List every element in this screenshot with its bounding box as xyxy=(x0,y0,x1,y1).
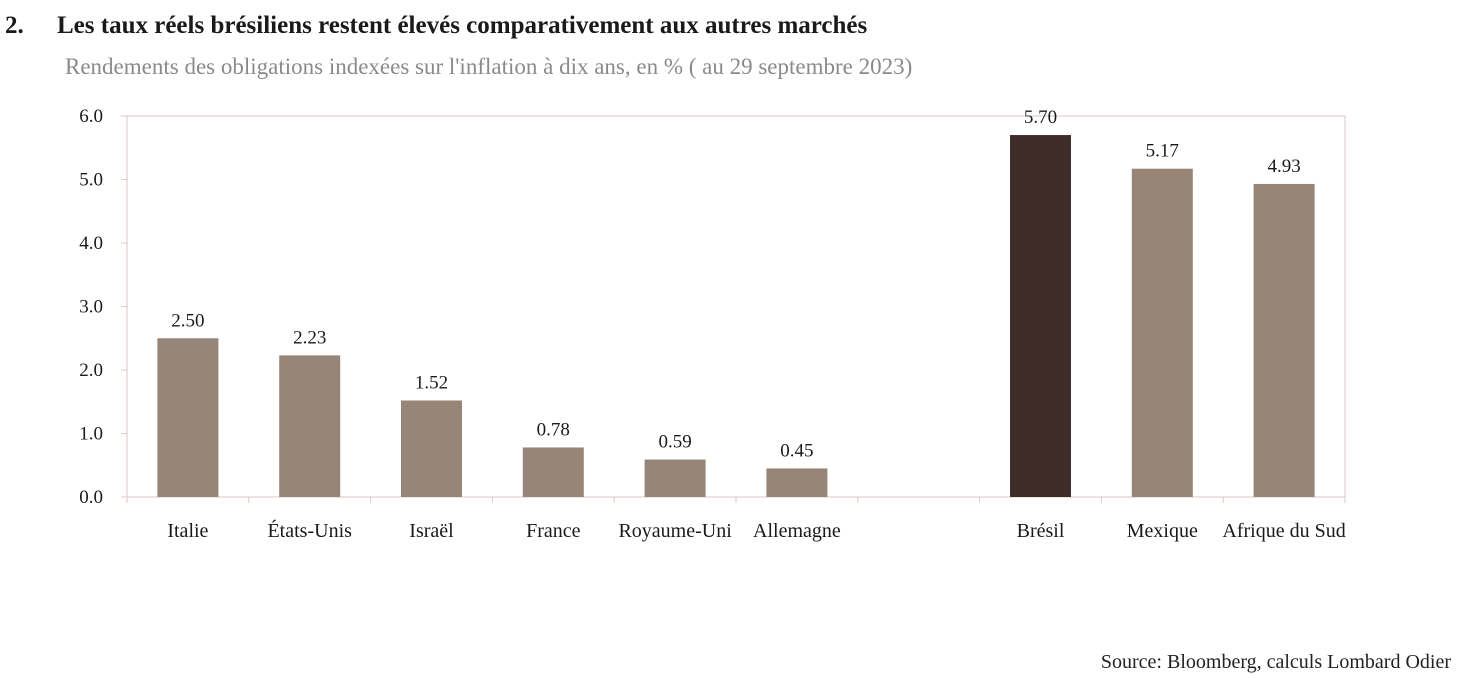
bar xyxy=(1010,135,1071,498)
y-tick-label: 3.0 xyxy=(79,297,103,318)
y-tick-label: 5.0 xyxy=(79,170,103,191)
y-tick-label: 2.0 xyxy=(79,360,103,381)
data-label: 5.17 xyxy=(1146,141,1179,162)
x-tick-label: France xyxy=(526,520,581,542)
data-label: 2.23 xyxy=(293,327,326,348)
data-label: 4.93 xyxy=(1267,156,1300,177)
figure-number: 2. xyxy=(5,12,24,39)
data-label: 5.70 xyxy=(1024,107,1057,128)
x-tick-label: Italie xyxy=(167,520,208,542)
bar xyxy=(522,447,584,497)
x-tick-label: États-Unis xyxy=(267,519,352,542)
chart-title: Les taux réels brésiliens restent élevés… xyxy=(57,12,868,39)
x-tick-label: Mexique xyxy=(1127,520,1198,542)
data-label: 0.45 xyxy=(780,440,813,461)
bar xyxy=(401,400,462,497)
bar xyxy=(1253,183,1315,497)
y-tick-label: 4.0 xyxy=(79,233,103,254)
x-tick-label: Afrique du Sud xyxy=(1222,520,1345,542)
y-tick-label: 1.0 xyxy=(79,424,103,445)
x-tick-label: Royaume-Uni xyxy=(618,520,732,542)
bar xyxy=(157,338,219,497)
x-tick-label: Brésil xyxy=(1017,520,1065,542)
bar xyxy=(1131,168,1193,497)
data-label: 2.50 xyxy=(171,310,204,331)
data-label: 0.59 xyxy=(658,432,691,453)
bar xyxy=(644,459,706,497)
data-label: 0.78 xyxy=(537,419,570,440)
source-note: Source: Bloomberg, calculs Lombard Odier xyxy=(1100,651,1451,673)
x-tick-label: Allemagne xyxy=(753,520,841,542)
chart-subtitle: Rendements des obligations indexées sur … xyxy=(65,54,913,79)
bar xyxy=(279,355,341,497)
y-tick-label: 0.0 xyxy=(79,487,103,508)
data-label: 1.52 xyxy=(415,372,448,393)
y-tick-label: 6.0 xyxy=(79,106,103,127)
x-tick-label: Israël xyxy=(409,520,454,542)
bar xyxy=(766,468,828,497)
